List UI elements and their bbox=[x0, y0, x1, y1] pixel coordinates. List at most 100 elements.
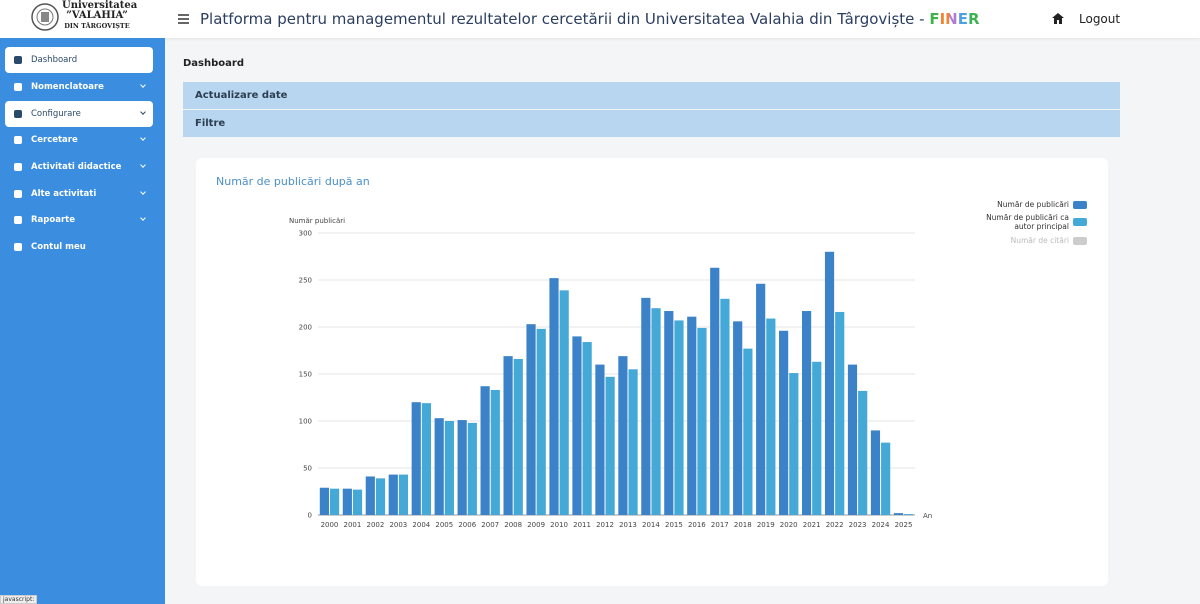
bar bbox=[595, 364, 605, 515]
menu-item[interactable]: Configurare bbox=[5, 101, 153, 127]
menu-toggle[interactable] bbox=[178, 14, 190, 24]
y-tick-label: 0 bbox=[308, 512, 312, 520]
bar bbox=[710, 267, 720, 515]
menu-item[interactable]: Contul meu bbox=[5, 234, 153, 260]
x-tick-label: 2015 bbox=[665, 521, 683, 529]
bar bbox=[697, 327, 707, 515]
legend-label[interactable]: Număr de publicări ca autor principal bbox=[986, 213, 1069, 231]
menu-icon bbox=[14, 83, 22, 91]
menu-icon bbox=[14, 56, 22, 64]
x-tick-label: 2017 bbox=[711, 521, 729, 529]
logo-line: ”VALAHIA” bbox=[66, 10, 128, 21]
x-tick-label: 2018 bbox=[734, 521, 752, 529]
bar bbox=[572, 336, 582, 515]
bar bbox=[641, 297, 651, 515]
bar bbox=[375, 478, 386, 515]
bar bbox=[342, 488, 352, 515]
legend-label[interactable]: Număr de citări bbox=[1010, 236, 1069, 245]
menu-icon bbox=[14, 163, 22, 171]
y-tick-label: 200 bbox=[299, 324, 312, 332]
y-tick-label: 100 bbox=[299, 418, 312, 426]
x-tick-label: 2025 bbox=[895, 521, 913, 529]
x-tick-label: 2008 bbox=[504, 521, 522, 529]
menu-icon bbox=[14, 243, 22, 251]
x-tick-label: 2019 bbox=[757, 521, 775, 529]
x-tick-label: 2010 bbox=[550, 521, 568, 529]
bar bbox=[457, 420, 467, 515]
x-tick-label: 2006 bbox=[458, 521, 476, 529]
x-tick-label: 2021 bbox=[803, 521, 821, 529]
menu-item[interactable]: Activitati didactice bbox=[5, 154, 153, 180]
menu-icon bbox=[14, 110, 22, 118]
bar bbox=[513, 358, 523, 515]
bar bbox=[503, 356, 513, 515]
bar bbox=[526, 324, 536, 515]
bar bbox=[847, 364, 858, 515]
bar bbox=[789, 373, 799, 515]
x-tick-label: 2022 bbox=[826, 521, 844, 529]
bar bbox=[467, 422, 477, 515]
bar bbox=[651, 308, 661, 515]
bar bbox=[490, 389, 500, 515]
y-axis-label: Număr publicări bbox=[289, 217, 345, 225]
menu-item[interactable]: Nomenclatoare bbox=[5, 74, 153, 100]
menu-item[interactable]: Cercetare bbox=[5, 127, 153, 153]
accordion-panel[interactable]: Filtre bbox=[183, 110, 1120, 137]
page-heading: Dashboard bbox=[183, 58, 244, 69]
menu-icon bbox=[14, 136, 22, 144]
bar bbox=[664, 311, 674, 515]
bar bbox=[881, 442, 891, 515]
bar bbox=[559, 290, 569, 515]
bar bbox=[835, 311, 845, 515]
x-tick-label: 2000 bbox=[321, 521, 339, 529]
app-title: Platforma pentru managementul rezultatel… bbox=[200, 10, 980, 28]
bar bbox=[388, 474, 398, 515]
bar bbox=[365, 476, 375, 515]
bar bbox=[421, 403, 432, 515]
bar bbox=[319, 487, 329, 515]
y-tick-label: 150 bbox=[299, 371, 312, 379]
x-tick-label: 2023 bbox=[849, 521, 867, 529]
bar bbox=[756, 283, 766, 515]
bar bbox=[743, 348, 753, 515]
menu-item[interactable]: Rapoarte bbox=[5, 207, 153, 233]
x-tick-label: 2003 bbox=[389, 521, 407, 529]
menu-icon bbox=[14, 216, 22, 224]
chart-title: Număr de publicări după an bbox=[216, 175, 370, 188]
x-tick-label: 2012 bbox=[596, 521, 614, 529]
bar bbox=[893, 513, 904, 515]
bar bbox=[549, 278, 559, 515]
legend-swatch bbox=[1073, 218, 1087, 226]
menu-item[interactable]: Dashboard bbox=[5, 47, 153, 73]
x-tick-label: 2009 bbox=[527, 521, 545, 529]
bar bbox=[801, 311, 812, 515]
bar bbox=[582, 342, 592, 515]
menu-item[interactable]: Alte activitati bbox=[5, 181, 153, 207]
bar bbox=[480, 386, 490, 515]
bar bbox=[674, 320, 684, 515]
title-text: Platforma pentru managementul rezultatel… bbox=[200, 10, 930, 28]
bar bbox=[766, 318, 776, 515]
x-tick-label: 2001 bbox=[344, 521, 362, 529]
logo-line: DIN TÂRGOVIȘTE bbox=[64, 22, 130, 30]
x-tick-label: 2020 bbox=[780, 521, 798, 529]
bar bbox=[870, 430, 881, 515]
bar bbox=[444, 421, 454, 515]
bar bbox=[812, 361, 822, 515]
bar bbox=[411, 402, 421, 515]
x-tick-label: 2005 bbox=[435, 521, 453, 529]
x-tick-label: 2013 bbox=[619, 521, 637, 529]
logout-link[interactable]: Logout bbox=[1079, 12, 1121, 26]
bar bbox=[904, 514, 914, 515]
x-tick-label: 2002 bbox=[366, 521, 384, 529]
bar bbox=[858, 390, 868, 515]
legend-label[interactable]: Număr de publicări bbox=[997, 200, 1069, 209]
bar bbox=[329, 488, 340, 515]
accordion-panel[interactable]: Actualizare date bbox=[183, 82, 1120, 109]
menu-icon bbox=[14, 190, 22, 198]
x-tick-label: 2007 bbox=[481, 521, 499, 529]
bar bbox=[605, 376, 615, 515]
bar bbox=[824, 251, 835, 516]
